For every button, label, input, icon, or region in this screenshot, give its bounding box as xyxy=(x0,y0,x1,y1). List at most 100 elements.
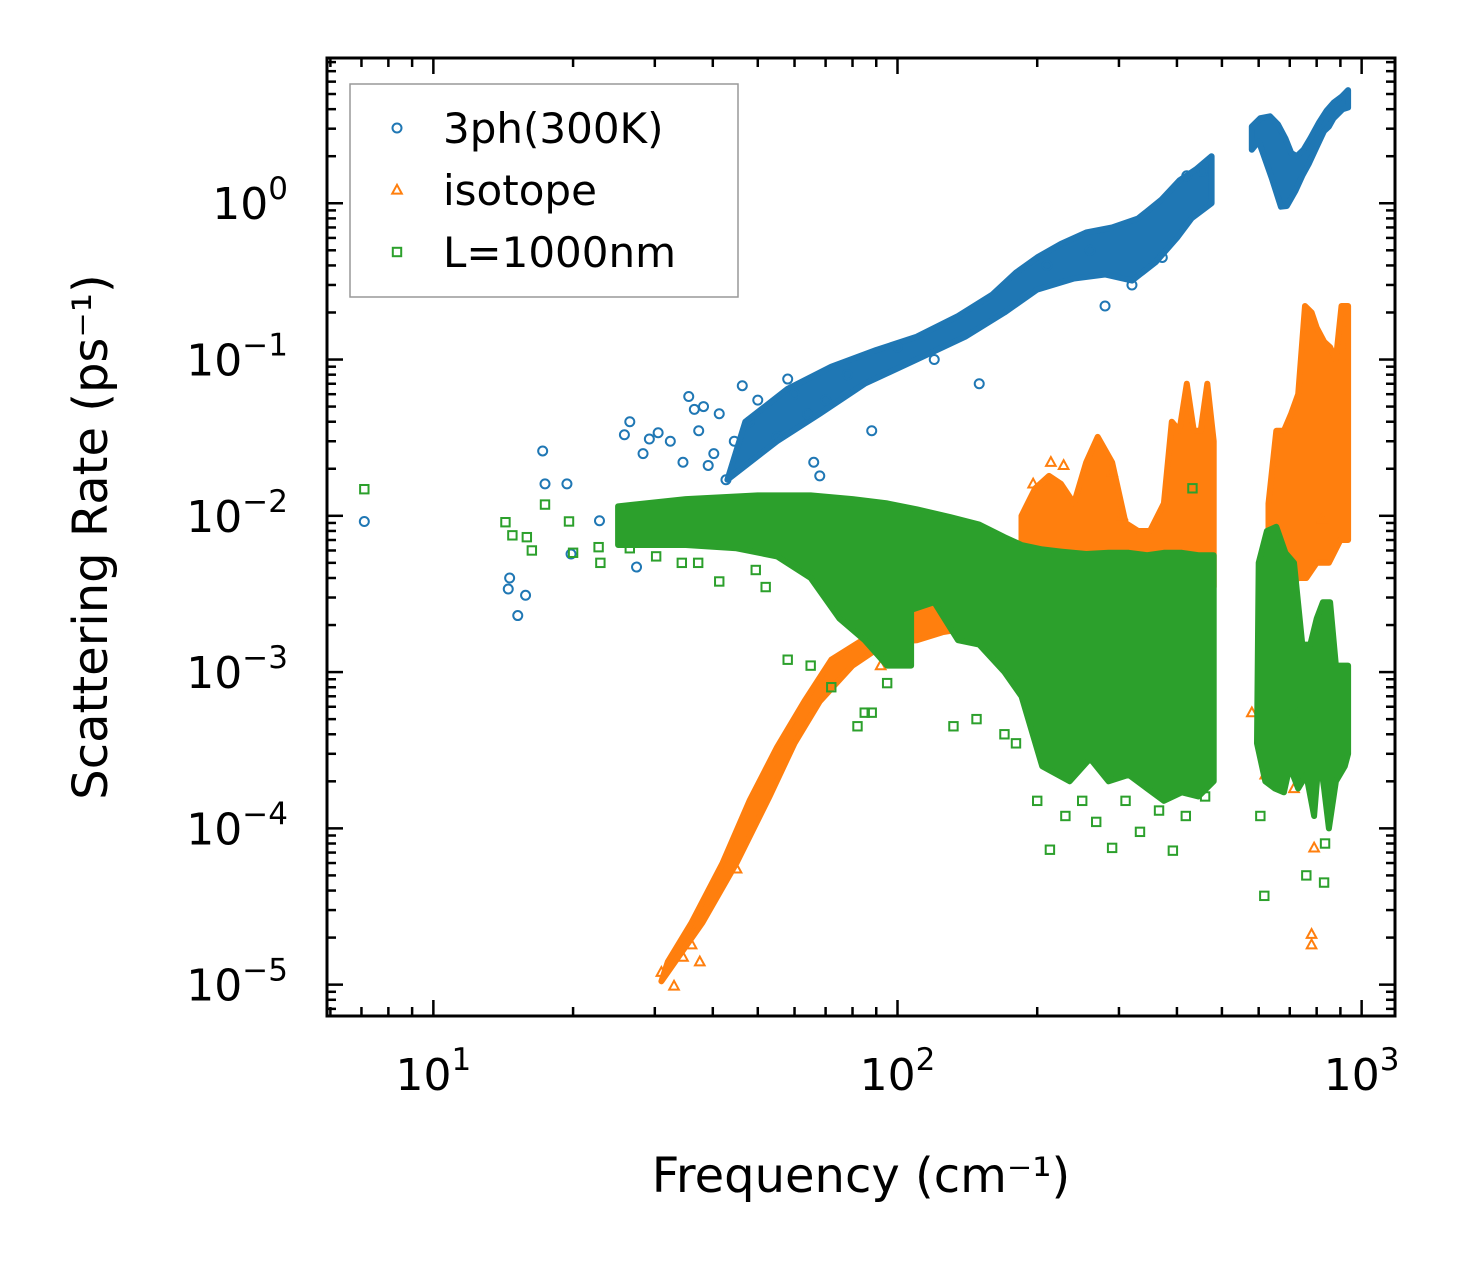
series-2-point xyxy=(507,530,518,541)
series-0-point xyxy=(593,515,605,527)
series-2-point xyxy=(650,551,662,562)
series-0-point xyxy=(512,610,524,622)
series-2-point xyxy=(859,707,870,718)
series-0-point xyxy=(814,470,826,482)
series-2-point xyxy=(1044,844,1056,855)
series-0-point xyxy=(683,390,695,402)
series-1-point xyxy=(1315,511,1329,524)
series-1-point xyxy=(693,954,707,967)
series-0-point xyxy=(688,403,700,415)
legend: 3ph(300K) isotope L=1000nm xyxy=(349,83,739,298)
series-1-point xyxy=(1305,937,1319,950)
series-0-point xyxy=(677,456,689,468)
series-1-point xyxy=(667,978,681,991)
legend-box xyxy=(349,83,739,298)
series-0-point xyxy=(637,448,649,460)
series-2-point xyxy=(1010,738,1022,749)
series-2-point xyxy=(1311,721,1322,732)
series-0-point xyxy=(358,515,370,527)
series-2-point xyxy=(881,677,893,689)
series-2-point xyxy=(1091,816,1102,828)
series-2-point xyxy=(826,682,837,693)
series-2-point xyxy=(750,564,761,576)
legend-marker-1 xyxy=(390,182,404,195)
series-2-point xyxy=(1167,845,1179,856)
series-2-point xyxy=(999,729,1010,740)
legend-label-2: L=1000nm xyxy=(443,228,676,277)
series-2-point xyxy=(782,654,793,665)
series-0-point xyxy=(702,459,714,471)
series-2-point xyxy=(526,545,538,556)
series-1-band-0 xyxy=(658,578,969,985)
series-2-point xyxy=(1076,795,1088,807)
y-tick-label: 10−5 xyxy=(186,953,288,1012)
series-0-point xyxy=(752,394,764,406)
series-0-point xyxy=(891,341,903,353)
series-1-point xyxy=(1057,458,1071,471)
series-2-point xyxy=(593,541,604,553)
series-2-point xyxy=(852,721,863,732)
series-0-point xyxy=(520,589,532,601)
series-2-point xyxy=(805,660,816,671)
series-0-point xyxy=(973,378,985,390)
series-0-point xyxy=(782,373,794,385)
series-2-point xyxy=(1255,810,1266,822)
series-0-band-0 xyxy=(724,153,1215,483)
series-0-point xyxy=(537,445,549,457)
series-0-point xyxy=(643,433,655,445)
y-tick-label: 100 xyxy=(212,171,288,230)
series-1-point xyxy=(1105,464,1119,477)
series-2-point xyxy=(624,543,636,554)
series-0-point xyxy=(664,435,676,447)
series-1-point xyxy=(676,949,690,962)
series-2-point xyxy=(359,483,370,495)
tick-labels-layer: 101 102 103 100 10−1 10−2 10−3 10−4 10−5 xyxy=(186,171,1399,1101)
series-0 xyxy=(358,87,1352,622)
series-2-band-0 xyxy=(615,492,1217,804)
series-0-point xyxy=(841,369,853,381)
x-tick-label: 102 xyxy=(860,1042,936,1101)
series-0-point xyxy=(789,388,801,400)
series-0-point xyxy=(618,429,630,441)
series-1-point xyxy=(730,861,744,874)
series-1-band-2 xyxy=(1265,303,1352,591)
x-tick-label: 103 xyxy=(1324,1042,1400,1101)
series-2-point xyxy=(714,576,725,587)
series-1-point xyxy=(1307,840,1321,853)
y-axis-label: Scattering Rate (ps⁻¹) xyxy=(63,274,119,800)
series-0-point xyxy=(802,408,814,420)
x-tick-label: 101 xyxy=(395,1042,471,1101)
legend-items: 3ph(300K) isotope L=1000nm xyxy=(390,104,676,277)
series-2-point xyxy=(1180,810,1192,822)
series-2-point xyxy=(1106,842,1118,854)
series-2-point xyxy=(521,531,533,543)
series-0-point xyxy=(728,435,740,447)
series-1-point xyxy=(1026,476,1040,489)
series-1-point xyxy=(1245,705,1259,718)
series-0-point xyxy=(693,425,705,437)
series-2-point xyxy=(1153,805,1165,816)
series-0-point xyxy=(1181,170,1193,182)
series-1-point xyxy=(1044,455,1058,467)
plot-data-layer xyxy=(358,87,1352,991)
series-2-point xyxy=(1060,810,1071,822)
series-2-point xyxy=(1120,795,1131,807)
series-0-point xyxy=(720,474,732,486)
legend-marker-2 xyxy=(391,246,403,258)
series-2-point xyxy=(1032,795,1043,807)
series-0-point xyxy=(808,456,820,468)
series-0-point xyxy=(561,478,573,490)
series-2-point xyxy=(1301,870,1312,881)
legend-label-0: 3ph(300K) xyxy=(443,104,663,153)
series-1-point xyxy=(654,964,668,977)
series-0-point xyxy=(1156,251,1168,263)
series-2-point xyxy=(567,547,579,558)
legend-label-1: isotope xyxy=(443,166,597,215)
series-2-point xyxy=(1199,791,1211,802)
series-1-point xyxy=(1305,926,1319,939)
series-2-point xyxy=(563,516,575,527)
series-2-point xyxy=(1187,483,1198,494)
series-0-point xyxy=(1196,165,1208,177)
series-2-point xyxy=(500,517,511,528)
series-0-point xyxy=(708,448,720,460)
